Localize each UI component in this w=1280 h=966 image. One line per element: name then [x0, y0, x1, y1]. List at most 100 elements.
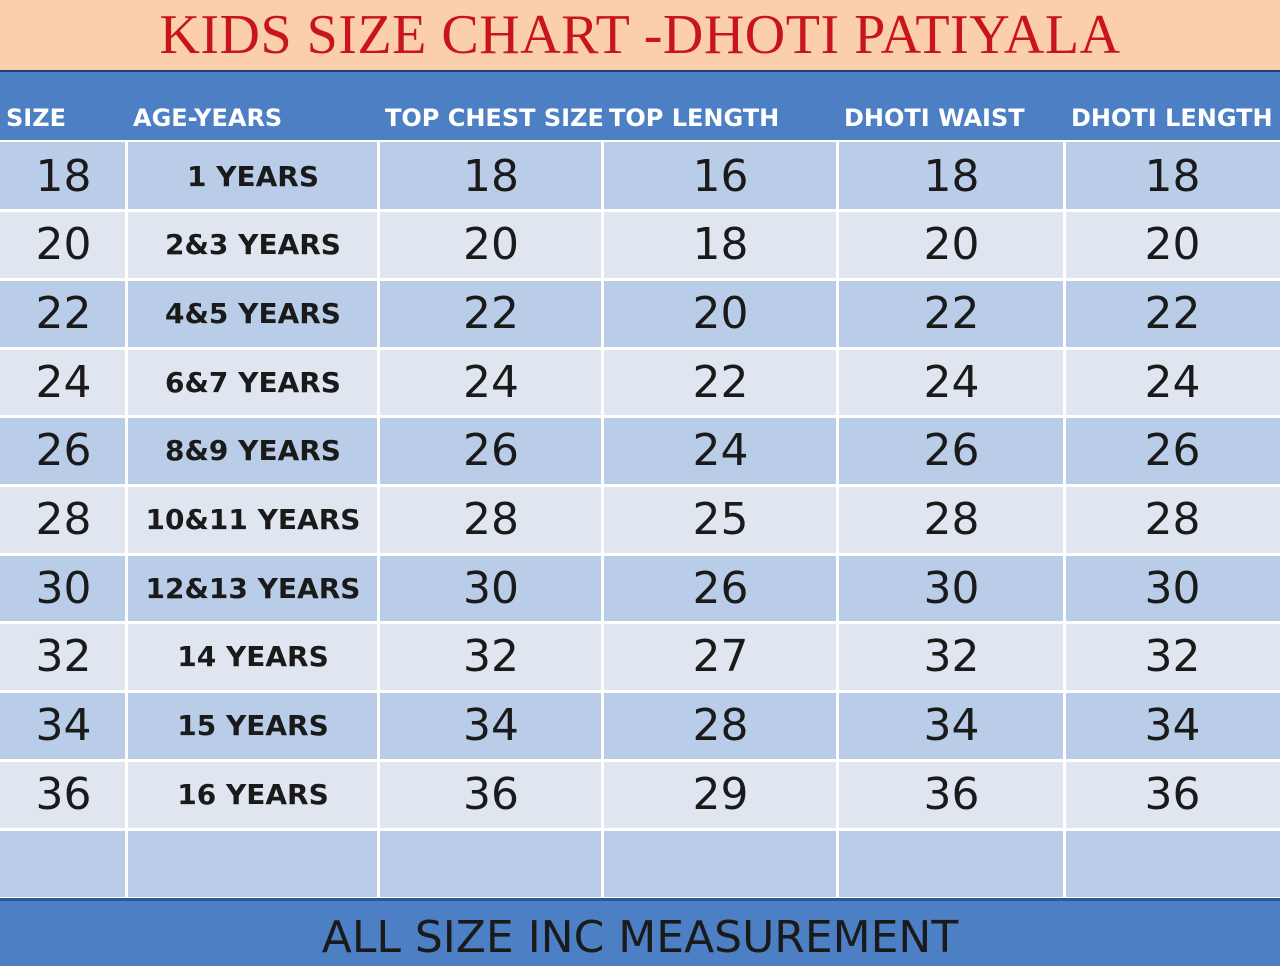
cell-top-length: 18	[692, 219, 749, 271]
cell-size: 34	[35, 700, 92, 752]
table-row: 18 1 YEARS 18 16 18 18	[0, 142, 1280, 210]
cell-top-length: 22	[692, 356, 749, 408]
cell-top-chest: 34	[463, 700, 519, 752]
cell-size: 32	[35, 631, 92, 683]
cell-dhoti-waist: 26	[923, 425, 980, 477]
cell-dhoti-length: 36	[1144, 768, 1201, 820]
table-row: 22 4&5 YEARS 22 20 22 22	[0, 279, 1280, 348]
cell-dhoti-length: 32	[1144, 631, 1201, 683]
cell-dhoti-waist: 32	[923, 631, 980, 683]
cell-size: 20	[35, 219, 92, 271]
cell-dhoti-length: 34	[1144, 700, 1201, 752]
cell-size: 22	[35, 287, 92, 339]
table-row: 26 8&9 YEARS 26 24 26 26	[0, 416, 1280, 485]
cell-dhoti-length: 28	[1144, 494, 1201, 545]
cell-age: 14 YEARS	[177, 640, 329, 674]
row-divider	[0, 346, 1280, 350]
cell-top-chest	[379, 829, 603, 897]
header-top-length: TOP LENGTH	[609, 104, 780, 132]
cell-top-chest: 32	[463, 631, 519, 683]
cell-age	[127, 829, 379, 897]
cell-dhoti-waist: 30	[923, 562, 980, 614]
cell-dhoti-length: 26	[1144, 425, 1201, 477]
footer-bar: ALL SIZE INC MEASUREMENT	[0, 898, 1280, 966]
cell-dhoti-waist	[838, 829, 1065, 897]
cell-age: 8&9 YEARS	[165, 434, 341, 468]
table-row	[0, 829, 1280, 897]
row-divider	[0, 552, 1280, 556]
row-divider	[0, 827, 1280, 831]
column-divider	[377, 140, 380, 898]
cell-age: 12&13 YEARS	[145, 571, 361, 605]
cell-size: 26	[35, 425, 92, 477]
cell-top-length: 26	[692, 562, 749, 614]
cell-top-chest: 20	[463, 219, 519, 271]
header-dhoti-length: DHOTI LENGTH	[1071, 104, 1273, 132]
table-row: 24 6&7 YEARS 24 22 24 24	[0, 348, 1280, 417]
header-dhoti-waist: DHOTI WAIST	[844, 104, 1025, 132]
cell-top-length: 16	[692, 150, 749, 202]
cell-top-chest: 24	[463, 356, 519, 408]
cell-dhoti-waist: 34	[923, 700, 980, 752]
table-header-row: SIZE AGE-YEARS TOP CHEST SIZE TOP LENGTH…	[0, 70, 1280, 140]
cell-top-chest: 30	[463, 562, 519, 614]
cell-top-length: 20	[692, 287, 749, 339]
cell-dhoti-waist: 24	[923, 356, 980, 408]
cell-dhoti-length: 24	[1144, 356, 1201, 408]
cell-top-length: 24	[692, 425, 749, 477]
cell-top-chest: 18	[463, 150, 519, 202]
footer-note: ALL SIZE INC MEASUREMENT	[321, 912, 959, 963]
cell-size	[0, 829, 127, 897]
column-divider	[125, 140, 128, 898]
cell-dhoti-waist: 20	[923, 219, 980, 271]
row-divider	[0, 621, 1280, 625]
row-divider	[0, 690, 1280, 694]
cell-dhoti-length: 22	[1144, 287, 1201, 339]
cell-top-chest: 26	[463, 425, 519, 477]
size-table: SIZE AGE-YEARS TOP CHEST SIZE TOP LENGTH…	[0, 70, 1280, 898]
column-divider	[1063, 140, 1066, 898]
cell-dhoti-length: 18	[1144, 150, 1201, 202]
row-divider	[0, 277, 1280, 281]
cell-age: 6&7 YEARS	[165, 365, 341, 399]
column-divider	[601, 140, 604, 898]
cell-dhoti-length: 20	[1144, 219, 1201, 271]
cell-size: 36	[35, 768, 92, 820]
cell-size: 24	[35, 356, 92, 408]
cell-age: 2&3 YEARS	[165, 228, 341, 262]
cell-dhoti-length: 30	[1144, 562, 1201, 614]
cell-dhoti-waist: 28	[923, 494, 980, 545]
cell-top-chest: 22	[463, 287, 519, 339]
cell-top-chest: 36	[463, 768, 519, 820]
cell-age: 15 YEARS	[177, 709, 329, 743]
cell-top-length: 29	[692, 768, 749, 820]
table-row: 28 10&11 YEARS 28 25 28 28	[0, 485, 1280, 554]
cell-dhoti-length	[1065, 829, 1280, 897]
header-age-years: AGE-YEARS	[133, 104, 283, 132]
cell-top-length: 28	[692, 700, 749, 752]
row-divider	[0, 209, 1280, 213]
chart-title: KIDS SIZE CHART -DHOTI PATIYALA	[159, 4, 1121, 66]
table-row: 34 15 YEARS 34 28 34 34	[0, 691, 1280, 760]
cell-top-chest: 28	[463, 494, 519, 545]
cell-top-length: 27	[692, 631, 749, 683]
chart-title-bar: KIDS SIZE CHART -DHOTI PATIYALA	[0, 0, 1280, 70]
table-row: 36 16 YEARS 36 29 36 36	[0, 760, 1280, 829]
cell-size: 30	[35, 562, 92, 614]
cell-dhoti-waist: 18	[923, 150, 980, 202]
header-size: SIZE	[6, 104, 67, 132]
cell-age: 16 YEARS	[177, 777, 329, 811]
table-row: 32 14 YEARS 32 27 32 32	[0, 622, 1280, 691]
cell-size: 18	[35, 150, 92, 202]
column-divider	[836, 140, 839, 898]
cell-age: 4&5 YEARS	[165, 296, 341, 330]
cell-top-length: 25	[692, 494, 749, 545]
cell-dhoti-waist: 22	[923, 287, 980, 339]
cell-dhoti-waist: 36	[923, 768, 980, 820]
cell-age: 1 YEARS	[186, 159, 320, 193]
header-top-chest-size: TOP CHEST SIZE	[385, 104, 603, 132]
cell-top-length	[603, 829, 838, 897]
row-divider	[0, 415, 1280, 419]
cell-age: 10&11 YEARS	[145, 503, 361, 536]
row-divider	[0, 758, 1280, 762]
